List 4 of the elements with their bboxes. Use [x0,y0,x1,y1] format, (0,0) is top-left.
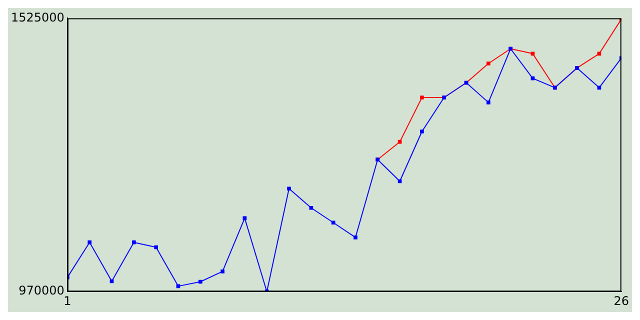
y-tick-label: 1525000 [10,10,64,24]
x-tick-label: 1 [64,294,72,308]
x-tick-label: 26 [614,294,630,308]
y-tick-label: 970000 [18,284,64,298]
